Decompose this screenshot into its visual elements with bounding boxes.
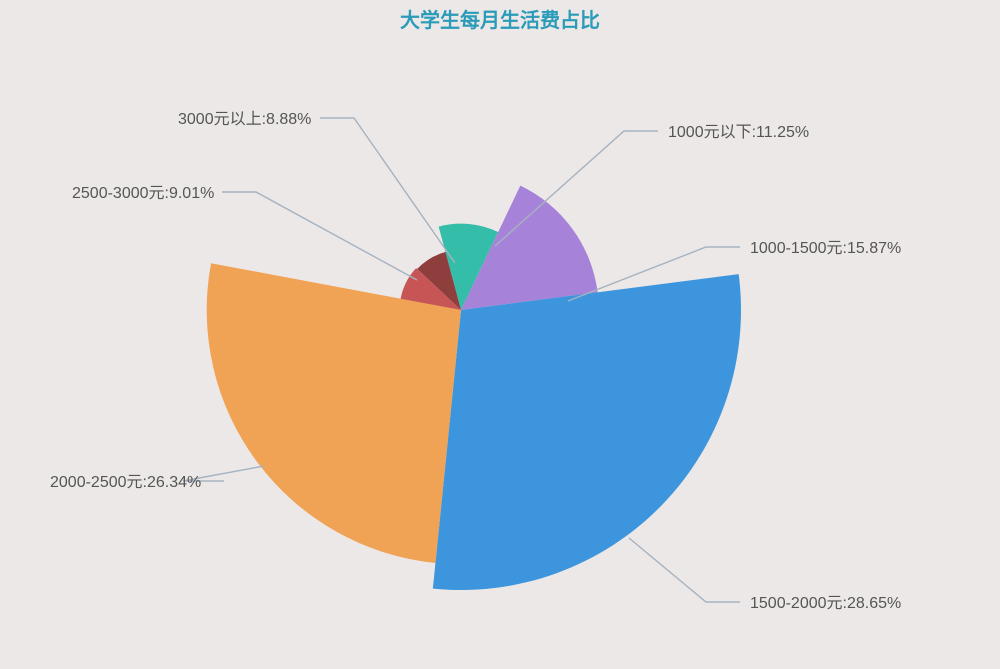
slice-label: 2000-2500元:26.34% <box>50 474 201 491</box>
slice-label: 1000-1500元:15.87% <box>750 240 901 257</box>
pie-slice <box>207 263 461 563</box>
slice-label: 2500-3000元:9.01% <box>72 185 214 202</box>
pie-slice <box>433 274 741 590</box>
chart-stage: 大学生每月生活费占比 1000元以下:11.25%1000-1500元:15.8… <box>0 0 1000 669</box>
leader-line <box>629 538 740 602</box>
slice-label: 3000元以上:8.88% <box>178 110 311 128</box>
leader-line <box>222 192 417 280</box>
rose-pie-svg: 1000元以下:11.25% 1000-1500元:15.87% 1500-2000… <box>0 0 1000 669</box>
slice-label: 1000元以下:11.25% <box>668 124 809 141</box>
slice-label: 1500-2000元:28.65% <box>750 595 901 612</box>
leader-line <box>320 118 455 263</box>
